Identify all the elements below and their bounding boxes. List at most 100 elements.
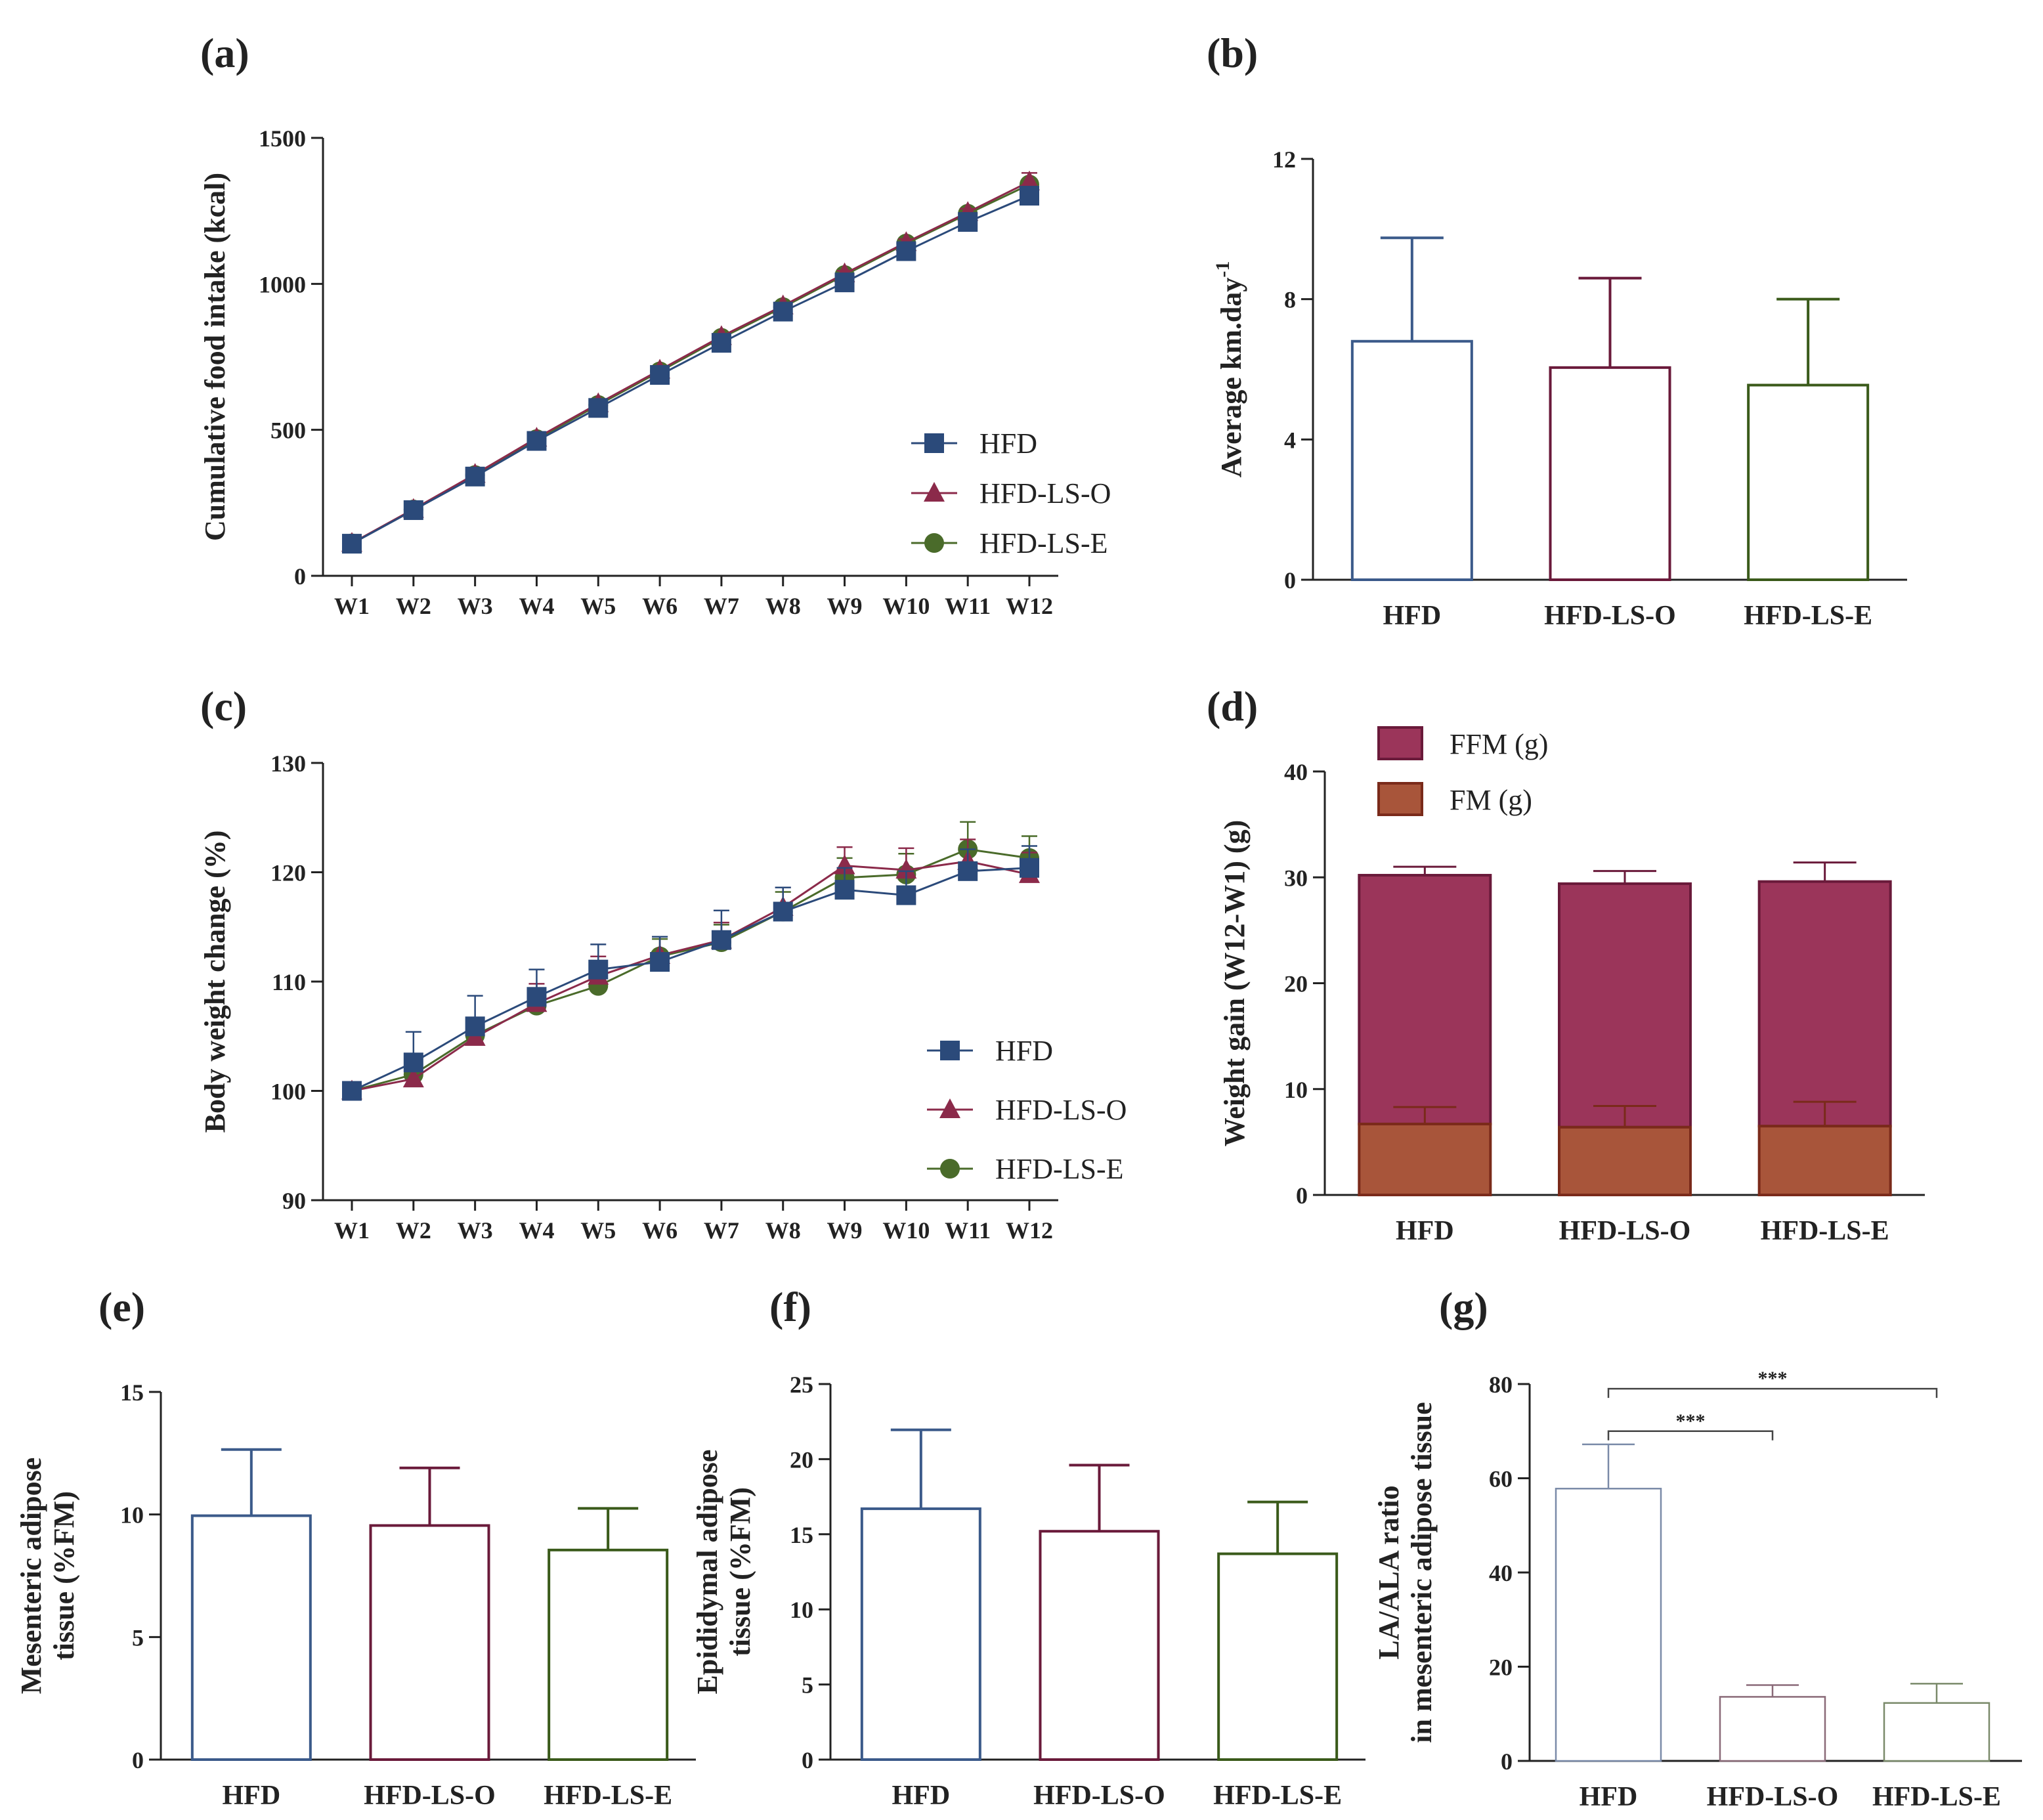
point-hfd-ls-o-w9 (834, 854, 855, 875)
bar-hfd-ls-o (1039, 1530, 1160, 1762)
x-tick-label-w4: W4 (519, 1217, 554, 1244)
x-tick-label-w5: W5 (580, 1217, 616, 1244)
y-tick-label-0: 0 (802, 1747, 813, 1773)
point-hfd-w4 (527, 431, 547, 451)
y-tick-label-20: 20 (1489, 1655, 1513, 1681)
point-hfd-ls-o-w10 (895, 859, 917, 879)
legend-marker-hfd-ls-o (924, 482, 945, 502)
y-tick-label-0: 0 (1296, 1182, 1308, 1209)
series-line-hfd (351, 867, 1030, 1092)
bar-hfd-ls-e (1747, 383, 1870, 581)
x-tick-label-w9: W9 (827, 593, 863, 619)
legend-label-hfd-ls-e: HFD-LS-E (979, 527, 1108, 559)
y-axis-title-line-1: LA/ALA ratio (1373, 1485, 1405, 1659)
series-line-hfd (351, 194, 1030, 545)
point-hfd-w6 (650, 952, 670, 972)
significance-bracket-hfd-hfd-ls-e (1607, 1387, 1938, 1398)
x-tick-label-hfd-ls-e: HFD-LS-E (1872, 1782, 2001, 1812)
y-tick-label-25: 25 (790, 1372, 813, 1398)
point-hfd-w6 (650, 365, 670, 385)
y-tick-label-0: 0 (1284, 567, 1296, 594)
y-tick-label-1500: 1500 (259, 125, 306, 152)
x-tick-label-hfd-ls-o: HFD-LS-O (1544, 601, 1676, 631)
series-line-hfd-ls-o (351, 181, 1030, 544)
x-tick-label-hfd-ls-e: HFD-LS-E (1761, 1216, 1889, 1246)
y-tick-label-20: 20 (1284, 971, 1308, 997)
x-tick-label-hfd-ls-o: HFD-LS-O (364, 1781, 496, 1811)
point-hfd-w4 (527, 987, 547, 1007)
legend-marker-hfd (940, 1041, 960, 1060)
panel-g-la-ala-ratio: 0 20 40 60 80 LA/ALA ratio in mesenteric adipo… (1373, 1368, 2022, 1812)
x-tick-label-hfd-ls-o: HFD-LS-O (1033, 1781, 1165, 1811)
y-tick-label-10: 10 (790, 1597, 813, 1623)
panel-a-cumulative-food-intake: 0 500 1000 1500 Cumulative food intake (kcal… (199, 125, 1111, 619)
x-tick-label-w7: W7 (704, 593, 739, 619)
y-axis-title-line-1: Mesenteric adipose (15, 1458, 47, 1694)
x-tick-label-w2: W2 (396, 1217, 431, 1244)
x-tick-label-hfd: HFD (223, 1781, 281, 1811)
point-hfd-w7 (711, 333, 731, 353)
y-axis-title: Average km.day-1 (1212, 261, 1247, 478)
point-hfd-w12 (1020, 857, 1039, 878)
x-tick-label-hfd-ls-e: HFD-LS-E (1744, 601, 1872, 631)
legend: HFD HFD-LS-O HFD-LS-E (911, 427, 1111, 559)
y-tick-label-15: 15 (790, 1522, 813, 1548)
series-line-hfd-ls-e (351, 848, 1030, 1092)
significance-label-hfd-hfd-ls-o: *** (1676, 1410, 1706, 1432)
y-tick-label-40: 40 (1489, 1560, 1513, 1586)
point-hfd-w1 (342, 534, 362, 554)
x-tick-label-w3: W3 (458, 1217, 493, 1244)
bar-ffm-hfd-ls-e (1757, 880, 1892, 1128)
y-axis-title: Body weight change (%) (199, 831, 231, 1133)
y-axis-title-line-2: tissue (%FM) (724, 1487, 756, 1657)
point-hfd-w8 (773, 901, 793, 922)
point-hfd-w9 (834, 272, 855, 293)
x-tick-label-w6: W6 (642, 593, 677, 619)
series-hfd (342, 186, 1039, 554)
point-hfd-w8 (773, 301, 793, 322)
x-tick-label-w2: W2 (396, 593, 431, 619)
bar-hfd-ls-o (1719, 1696, 1826, 1762)
panel-label-e: (e) (98, 1284, 145, 1330)
point-hfd-w11 (958, 212, 978, 232)
panel-label-g: (g) (1439, 1284, 1488, 1330)
y-tick-label-10: 10 (1284, 1077, 1308, 1103)
bar-hfd-ls-e (548, 1548, 669, 1762)
point-hfd-w3 (465, 1016, 485, 1037)
y-tick-label-5: 5 (132, 1624, 144, 1651)
x-tick-label-hfd: HFD (892, 1781, 951, 1811)
y-tick-label-80: 80 (1489, 1372, 1513, 1398)
legend-swatch-ffm-g (1377, 726, 1423, 760)
legend-label-hfd-ls-o: HFD-LS-O (995, 1094, 1127, 1126)
y-axis-title-superscript: -1 (1212, 261, 1234, 278)
bar-ffm-hfd (1358, 874, 1492, 1125)
y-tick-label-10: 10 (120, 1502, 144, 1528)
y-axis-title-line-2: in mesenteric adipose tissue (1406, 1402, 1438, 1743)
significance-bracket-hfd-hfd-ls-o (1607, 1430, 1774, 1441)
legend-label-hfd: HFD (995, 1035, 1053, 1067)
x-tick-label-w10: W10 (882, 1217, 930, 1244)
y-tick-label-90: 90 (282, 1188, 306, 1214)
bar-fm-hfd-ls-o (1558, 1125, 1692, 1197)
x-tick-label-w10: W10 (882, 593, 930, 619)
legend-label-hfd-ls-o: HFD-LS-O (979, 477, 1111, 509)
y-tick-label-15: 15 (120, 1379, 144, 1406)
bar-hfd (1350, 339, 1473, 581)
series-line-hfd-ls-o (351, 860, 1030, 1092)
point-hfd-w12 (1020, 186, 1039, 206)
bar-hfd (1555, 1488, 1662, 1762)
x-tick-label-w3: W3 (458, 593, 493, 619)
y-axis-title-line-1: Epididymal adipose (691, 1450, 723, 1695)
legend-marker-hfd-ls-e (924, 533, 944, 553)
y-axis-title: Cumulative food intake (kcal) (199, 173, 231, 541)
point-hfd-w10 (896, 241, 916, 261)
x-tick-label-hfd-ls-e: HFD-LS-E (544, 1781, 672, 1811)
x-tick-label-hfd-ls-o: HFD-LS-O (1707, 1782, 1839, 1812)
y-tick-label-0: 0 (294, 563, 306, 590)
point-hfd-w5 (588, 398, 609, 418)
y-tick-label-60: 60 (1489, 1466, 1513, 1492)
x-tick-label-hfd-ls-e: HFD-LS-E (1213, 1781, 1342, 1811)
bar-hfd-ls-o (369, 1524, 490, 1761)
point-hfd-w2 (403, 500, 423, 520)
